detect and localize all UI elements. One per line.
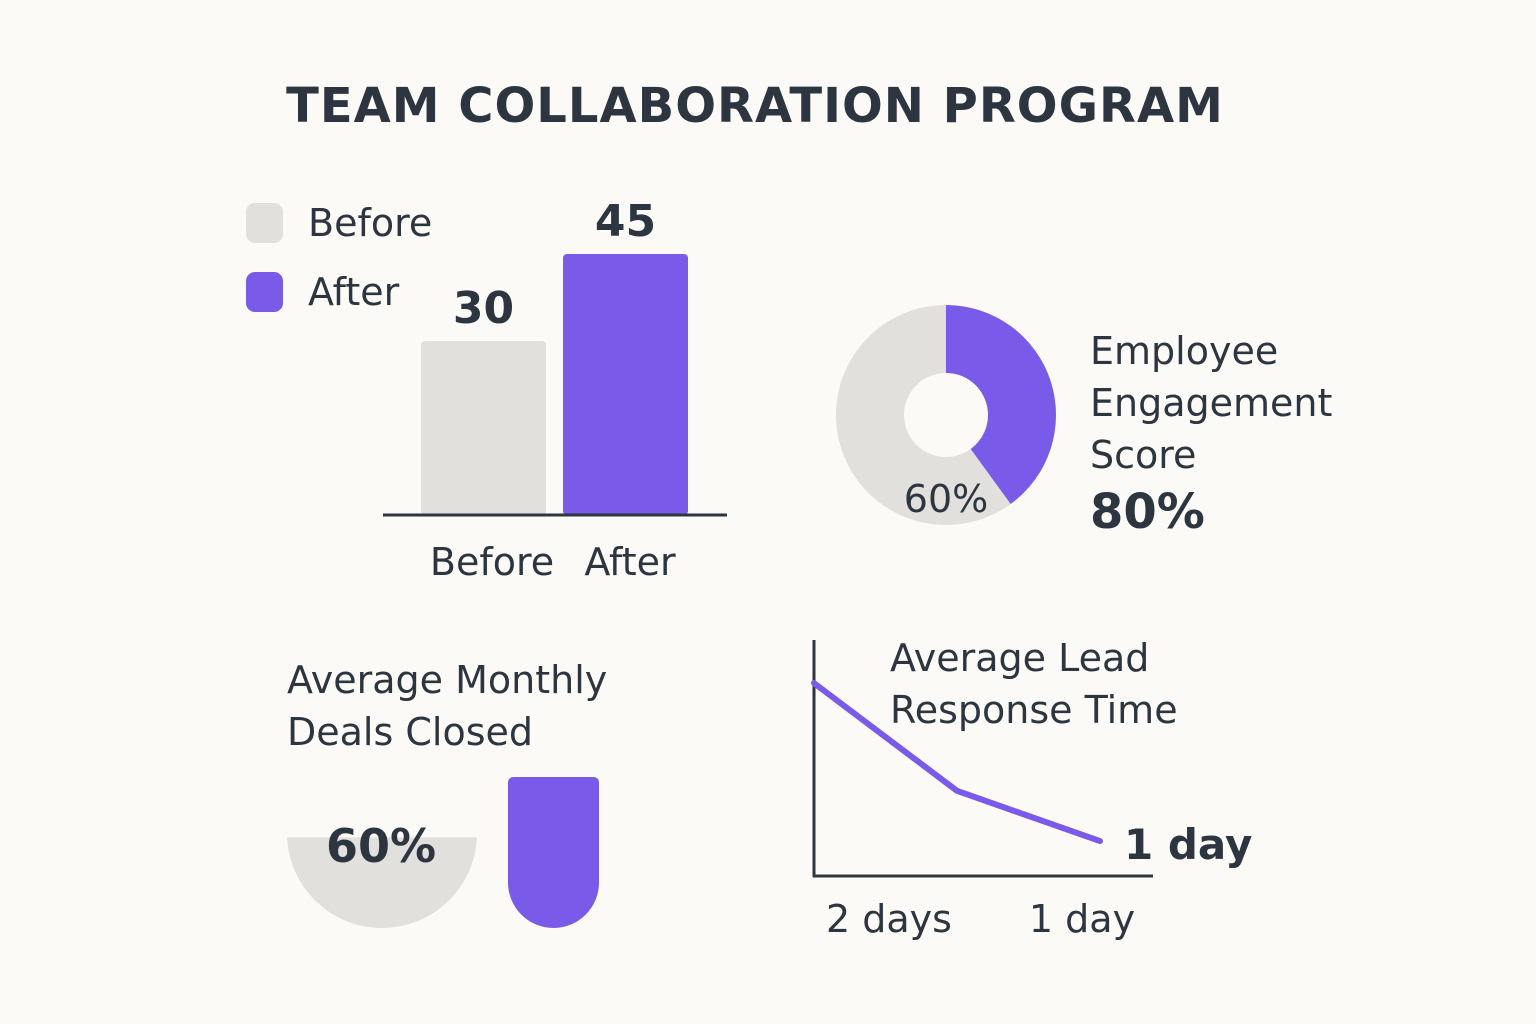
bar-before-tick-label: Before [430,540,554,584]
deals-title-line-1: Average Monthly [287,658,608,702]
bar-before-value-label: 30 [453,283,514,334]
donut-slice-before-label: 60% [904,477,988,521]
engagement-title-line-3: Score [1090,433,1197,477]
bar-after-value-label: 45 [595,196,656,247]
response-time-title: Average Lead Response Time [890,632,1178,736]
donut-chart: 60% [835,305,1056,525]
engagement-title-line-2: Engagement [1090,381,1333,425]
donut-slice-before [835,305,1011,525]
line-end-value-label: 1 day [1124,820,1252,869]
legend-item-after: After [246,269,432,315]
line-x-tick-label-2-days: 2 days [826,897,952,941]
legend-label-before: Before [308,201,433,245]
line-series-response-time [811,680,1103,845]
deals-chart: 60% [287,777,599,929]
legend-item-before: Before [246,200,432,246]
legend-swatch-after [246,272,283,312]
engagement-title-line-1: Employee [1090,329,1279,373]
page-title: TEAM COLLABORATION PROGRAM [286,78,1224,134]
engagement-title: Employee Engagement Score [1090,325,1332,481]
bar-chart: 30 45 Before After [383,196,727,584]
engagement-score-value: 80% [1090,484,1205,540]
deals-title: Average Monthly Deals Closed [287,654,607,758]
bar-before [421,341,546,515]
bar-after-tick-label: After [584,540,676,584]
deals-title-line-2: Deals Closed [287,710,533,754]
legend: Before After [246,200,432,338]
deals-before-value-label: 60% [326,819,436,873]
response-time-title-line-2: Response Time [890,688,1178,732]
legend-label-after: After [308,270,400,314]
line-x-tick-label-1-day: 1 day [1029,897,1135,941]
bar-after [563,254,688,515]
line-chart: 1 day 2 days 1 day [811,640,1252,941]
donut-slice-after [946,305,1056,504]
response-time-title-line-1: Average Lead [890,636,1150,680]
deals-shape-before [287,833,477,928]
legend-swatch-before [246,203,283,243]
deals-shape-after [508,777,599,929]
